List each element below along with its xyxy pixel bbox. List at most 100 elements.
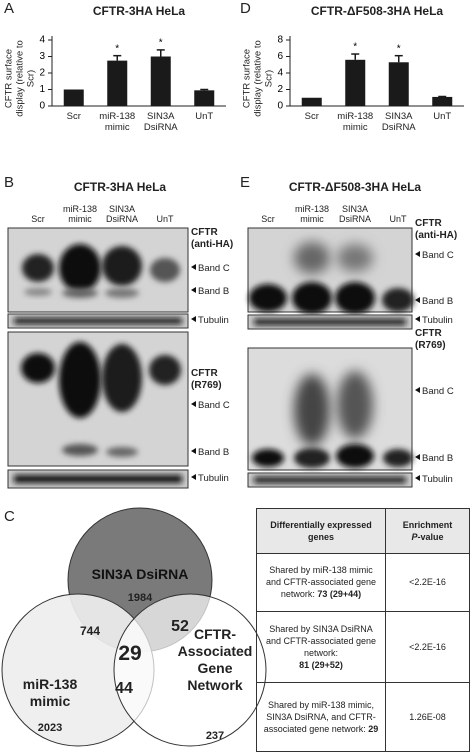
header-cell: Enrichment P-value: [385, 508, 470, 554]
venn-set-label: miR-138 mimic: [22, 676, 78, 709]
x-tick-label: UnT: [195, 111, 214, 122]
band: [59, 244, 101, 292]
cell-count: 73 (29+44): [317, 589, 362, 600]
blot-e-anti-ha: [247, 227, 414, 314]
y-tick-label: 1: [39, 84, 45, 95]
blot-title: CFTR-3HA HeLa: [73, 180, 167, 194]
lane-label: SIN3A DsiRNA: [338, 204, 371, 224]
band: [294, 448, 330, 468]
chart-title: CFTR-ΔF508-3HA HeLa: [310, 4, 444, 18]
band: [62, 444, 98, 456]
y-tick-label: 4: [277, 68, 283, 79]
blot-b-tubulin-2: [7, 469, 189, 489]
blot-e-r769: [247, 347, 413, 471]
y-tick-label: 2: [277, 84, 283, 95]
bar: [345, 59, 366, 106]
marker-label: Band B: [191, 447, 229, 458]
lane-label: Scr: [261, 214, 275, 224]
panel-label: C: [4, 508, 15, 525]
y-tick-label: 6: [277, 51, 283, 62]
band: [22, 254, 54, 282]
bar: [150, 56, 171, 106]
band: [149, 355, 181, 385]
lane-label: miR-138 mimic: [62, 204, 97, 224]
band: [337, 244, 373, 272]
blot-e-tubulin-2: [247, 472, 413, 488]
band: [249, 284, 287, 312]
y-tick-label: 0: [39, 101, 45, 112]
band: [102, 344, 142, 412]
marker-label: Tubulin: [191, 315, 229, 326]
y-tick-label: 2: [39, 68, 45, 79]
band: [383, 449, 413, 467]
table-row: Shared by miR-138 mimic and CFTR-associa…: [256, 552, 470, 613]
band: [106, 447, 138, 457]
band: [382, 288, 414, 312]
cell: <2.2E-16: [385, 611, 470, 684]
venn-count: 2023: [37, 722, 63, 734]
lane-label: UnT: [156, 214, 174, 224]
marker-label: Band B: [415, 296, 453, 307]
band: [254, 477, 406, 483]
lane-label: UnT: [389, 214, 407, 224]
panel-label: D: [240, 0, 251, 17]
cell-text: Shared by SIN3A DsiRNA and CFTR-associat…: [265, 624, 377, 659]
venn-set-label: SIN3A DsiRNA: [91, 566, 189, 582]
band: [337, 371, 373, 439]
marker-label: Band C: [191, 263, 230, 274]
band: [14, 475, 182, 483]
y-axis-label: CFTR surface display (relative to Scr): [241, 40, 275, 117]
band: [294, 242, 330, 274]
band: [150, 258, 180, 282]
significance-label: *: [159, 38, 163, 49]
venn-count: 1984: [127, 592, 153, 604]
x-tick-label: SIN3A DsiRNA: [143, 111, 178, 133]
header-text: -value: [417, 531, 444, 542]
table-row: Shared by miR-138 mimic, SIN3A DsiRNA, a…: [256, 682, 470, 752]
marker-label: Tubulin: [415, 474, 453, 485]
marker-label: Band B: [415, 453, 453, 464]
marker-label: Band C: [415, 386, 454, 397]
venn-count: 744: [79, 624, 101, 638]
venn-count: 237: [205, 730, 225, 742]
y-tick-label: 4: [39, 35, 45, 46]
marker-label: CFTR (R769): [191, 368, 222, 391]
lane-label: miR-138 mimic: [294, 204, 329, 224]
enrichment-table: Differentially expressed genes Enrichmen…: [256, 508, 470, 752]
band: [24, 288, 52, 296]
cell-count: 29: [368, 724, 379, 735]
bar: [63, 89, 84, 106]
chart-title: CFTR-3HA HeLa: [92, 4, 186, 18]
blot-b-anti-ha: [7, 227, 189, 313]
band: [294, 374, 330, 446]
panel-label: A: [4, 0, 15, 17]
y-axis-label: CFTR surface display (relative to Scr): [3, 40, 37, 117]
band: [14, 318, 182, 324]
band: [254, 319, 406, 325]
band: [102, 246, 142, 286]
x-tick-label: Scr: [66, 111, 81, 122]
bar: [301, 97, 322, 106]
band: [59, 342, 101, 418]
lane-label: SIN3A DsiRNA: [105, 204, 138, 224]
venn-count: 29: [118, 642, 142, 665]
marker-label: Tubulin: [415, 315, 453, 326]
panel-label: B: [4, 174, 15, 191]
header-text: Enrichment: [402, 519, 453, 530]
y-tick-label: 3: [39, 51, 45, 62]
cell-text: Shared by miR-138 mimic and CFTR-associa…: [265, 565, 377, 600]
marker-label: Band B: [191, 286, 229, 297]
band: [336, 444, 374, 468]
band: [21, 353, 55, 383]
cell: <2.2E-16: [385, 552, 470, 613]
cell: 1.26E-08: [385, 682, 470, 752]
x-tick-label: miR-138 mimic: [337, 111, 374, 133]
marker-label: Band C: [191, 400, 230, 411]
significance-label: *: [353, 42, 357, 53]
cell-count: 81 (29+52): [299, 660, 343, 671]
venn-count: 44: [115, 680, 133, 697]
header-cell: Differentially expressed genes: [256, 508, 386, 554]
marker-label: CFTR (anti-HA): [415, 218, 458, 241]
blot-title: CFTR-ΔF508-3HA HeLa: [288, 180, 422, 194]
